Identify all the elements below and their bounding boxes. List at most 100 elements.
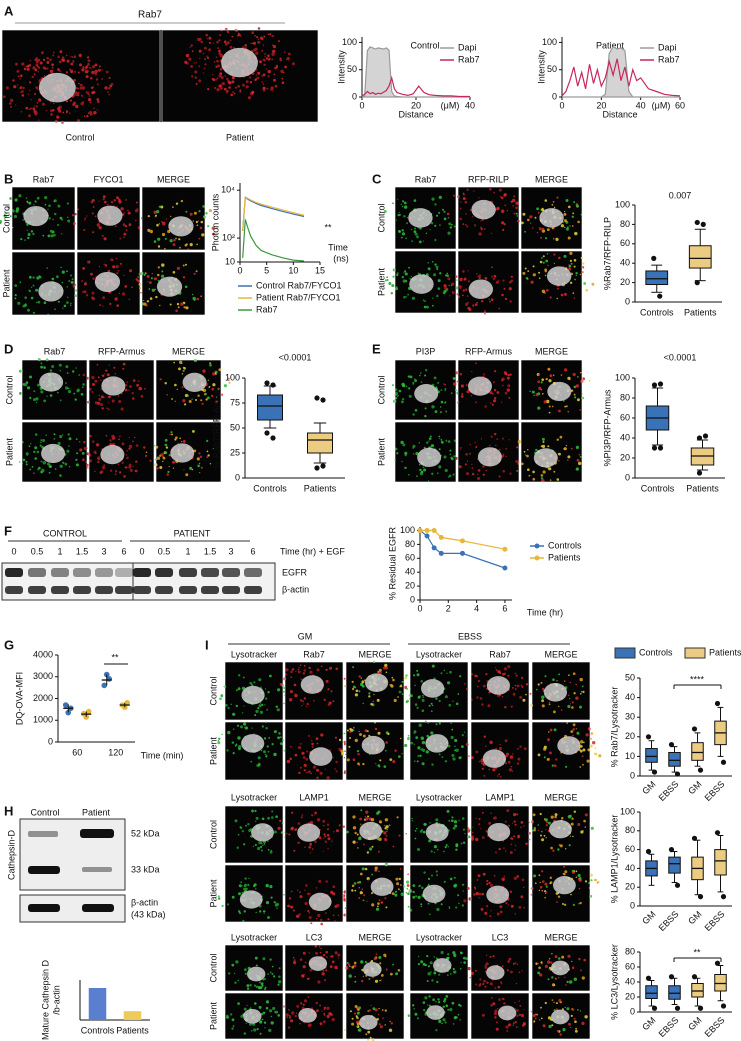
speckle	[321, 1010, 322, 1011]
speckle	[300, 895, 303, 898]
speckle	[365, 811, 368, 814]
speckle	[254, 1002, 257, 1005]
speckle	[34, 111, 37, 114]
speckle	[103, 195, 106, 198]
speckle	[498, 998, 501, 1001]
speckle	[549, 406, 551, 408]
speckle	[317, 818, 320, 821]
speckle	[351, 1023, 354, 1026]
speckle	[494, 389, 496, 391]
point	[652, 1006, 657, 1011]
speckle	[436, 874, 438, 876]
category-label: GM	[640, 909, 657, 926]
speckle	[349, 974, 352, 977]
speckle	[303, 703, 304, 704]
point	[721, 760, 726, 765]
speckle	[33, 312, 35, 314]
speckle	[442, 756, 444, 758]
speckle	[27, 68, 30, 71]
speckle	[567, 459, 569, 461]
speckle	[453, 1023, 454, 1024]
speckle	[489, 741, 492, 744]
speckle	[585, 826, 586, 827]
speckle	[448, 476, 450, 478]
speckle	[576, 384, 579, 387]
speckle	[538, 874, 540, 876]
speckle	[437, 849, 439, 851]
speckle	[553, 375, 554, 376]
speckle	[204, 394, 206, 396]
speckle	[472, 473, 474, 475]
speckle	[434, 377, 437, 380]
speckle	[35, 433, 38, 436]
speckle	[327, 688, 329, 690]
speckle	[29, 397, 31, 399]
speckle	[567, 377, 570, 380]
speckle	[441, 441, 444, 444]
speckle	[398, 214, 400, 216]
speckle	[46, 57, 49, 60]
speckle	[409, 395, 412, 398]
speckle	[572, 212, 574, 214]
speckle	[200, 399, 202, 401]
speckle	[438, 288, 440, 290]
point	[695, 220, 700, 225]
speckle	[452, 951, 455, 954]
speckle	[478, 197, 479, 198]
point	[270, 435, 275, 440]
legend-label: Rab7	[458, 54, 480, 64]
speckle	[323, 851, 324, 852]
speckle	[510, 280, 513, 283]
speckle	[431, 198, 434, 201]
speckle	[359, 733, 362, 736]
speckle	[358, 1028, 361, 1031]
speckle	[417, 1017, 419, 1019]
band	[179, 586, 197, 594]
speckle	[444, 402, 446, 404]
speckle	[192, 50, 194, 52]
speckle	[104, 237, 107, 240]
speckle	[38, 71, 39, 72]
speckle	[250, 761, 252, 763]
speckle	[214, 87, 216, 89]
speckle	[430, 731, 433, 734]
speckle	[536, 207, 539, 210]
speckle	[122, 462, 124, 464]
y-tick-label: 100	[615, 199, 630, 209]
speckle	[204, 68, 206, 70]
speckle	[196, 62, 197, 63]
speckle	[365, 961, 367, 963]
speckle	[354, 1013, 356, 1015]
nucleus	[97, 206, 122, 226]
point	[692, 974, 697, 979]
speckle	[426, 442, 428, 444]
y-tick-label: 40	[625, 863, 635, 873]
channel-label: MERGE	[157, 174, 190, 184]
speckle	[81, 95, 83, 97]
speckle	[580, 740, 583, 743]
speckle	[129, 385, 132, 388]
speckle	[352, 815, 355, 818]
speckle	[391, 1022, 393, 1024]
speckle	[149, 288, 151, 290]
speckle	[37, 197, 40, 200]
speckle	[365, 868, 368, 871]
speckle	[572, 216, 574, 218]
speckle	[545, 275, 547, 277]
speckle	[473, 827, 474, 828]
speckle	[235, 87, 237, 89]
speckle	[461, 384, 464, 387]
point	[314, 395, 319, 400]
speckle	[272, 1007, 275, 1010]
speckle	[359, 881, 362, 884]
nucleus	[301, 675, 324, 694]
speckle	[423, 466, 425, 468]
speckle	[195, 399, 197, 401]
nucleus	[39, 372, 63, 391]
speckle	[301, 816, 303, 818]
speckle	[540, 237, 542, 239]
speckle	[327, 848, 328, 849]
speckle	[354, 981, 356, 983]
band	[244, 586, 262, 594]
speckle	[377, 699, 380, 702]
